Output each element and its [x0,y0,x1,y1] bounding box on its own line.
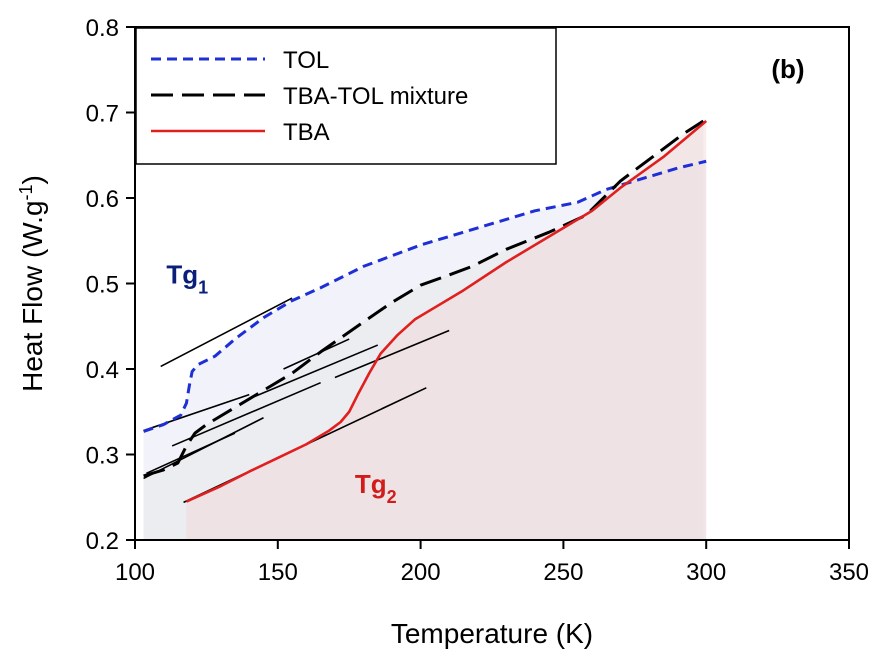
annotations: Tg1 Tg2 [166,260,396,507]
tangent-line [171,381,321,447]
y-tick-label: 0.5 [86,272,119,299]
series-line-tol [143,159,707,433]
axis-ticks: 100 150 200 250 300 350 0.2 0.3 0.4 0.5 0.6 0.7 0.8 [86,15,869,586]
y-tick-label: 0.4 [86,357,119,384]
legend-box [135,27,557,165]
y-axis-label: Heat Flow (W.g-1) [16,175,48,392]
y-tick-label: 0.3 [86,443,119,470]
glass-transition-label: Tg2 [355,469,397,507]
x-tick-label: 300 [686,559,726,586]
y-tick-label: 0.2 [86,528,119,555]
glass-transition-label: Tg1 [166,260,208,298]
y-axis-label-sup: -1 [16,184,36,200]
series-line-tba-tol-mixture [143,119,705,478]
x-tick-label: 200 [401,559,441,586]
legend-label: TOL [283,47,329,74]
panel-label: (b) [771,54,804,84]
y-tick-label: 0.8 [86,15,119,42]
series-fill-0 [143,161,707,541]
legend: TOL TBA-TOL mixture TBA [135,27,557,165]
x-tick-label: 350 [829,559,869,586]
tangent-line [334,329,450,379]
y-axis-label-main: Heat Flow (W.g [17,200,48,391]
x-tick-label: 100 [115,559,155,586]
y-tick-label: 0.6 [86,186,119,213]
tangent-line [254,344,379,398]
y-tick-label: 0.7 [86,101,119,128]
x-tick-label: 250 [543,559,583,586]
legend-label: TBA [283,119,330,146]
series-fill-2 [186,121,707,541]
legend-label: TBA-TOL mixture [283,83,468,110]
tangent-line [160,297,293,368]
x-tick-label: 150 [258,559,298,586]
series-lines [143,119,708,503]
tangent-line [283,338,350,370]
y-axis-label-tail: ) [17,175,48,184]
series-line-tba [185,120,708,503]
x-axis-label: Temperature (K) [391,618,593,649]
